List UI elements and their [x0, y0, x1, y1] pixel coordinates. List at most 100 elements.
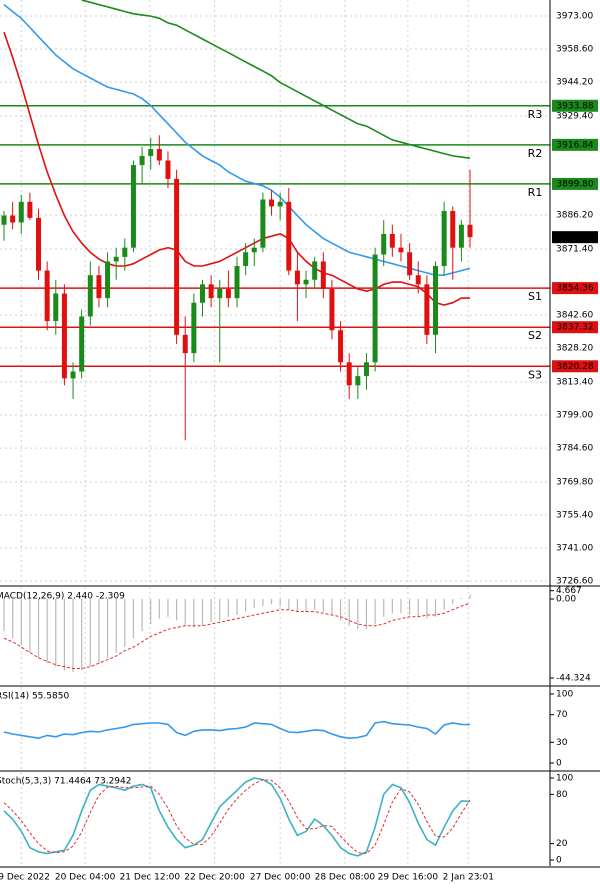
- candle-body: [18, 201, 24, 223]
- candle-body: [36, 217, 42, 271]
- y-tick-label: 3755.40: [556, 511, 593, 521]
- candle-body: [303, 279, 309, 285]
- candle-body: [346, 362, 352, 386]
- candle-body: [355, 376, 361, 386]
- candle-body: [165, 160, 171, 179]
- indicator-line: [3, 777, 471, 857]
- candle-body: [174, 178, 180, 335]
- candle-body: [389, 233, 395, 248]
- candle-body: [191, 302, 197, 354]
- candle-body: [251, 247, 257, 253]
- y-tick-label: 3929.40: [556, 112, 593, 122]
- level-name: S2: [528, 329, 542, 342]
- candle-body: [243, 252, 249, 267]
- y-tick-label: 0: [556, 856, 562, 866]
- candle-body: [61, 293, 67, 379]
- price-label-box: [552, 99, 598, 112]
- y-tick-label: 3741.00: [556, 544, 593, 554]
- y-tick-label: 70: [556, 710, 568, 720]
- candle-body: [458, 224, 464, 248]
- candle-body: [182, 334, 188, 354]
- candle-body: [450, 210, 456, 248]
- x-tick-label: 29 Dec 16:00: [378, 873, 439, 883]
- candle-body: [372, 254, 378, 363]
- candle-body: [53, 293, 59, 322]
- price-label: 3837.32: [556, 323, 593, 333]
- candle-body: [70, 371, 76, 379]
- candle-body: [312, 261, 318, 280]
- candle-body: [79, 316, 85, 372]
- indicator-line: [3, 779, 471, 855]
- price-label-box: [552, 138, 598, 151]
- candle-body: [234, 266, 240, 299]
- candle-body: [363, 362, 369, 377]
- x-tick-label: 22 Dec 20:00: [184, 873, 245, 883]
- candle-body: [286, 201, 292, 271]
- candle-body: [130, 165, 136, 248]
- candle-body: [27, 201, 33, 218]
- y-tick-label: 3813.40: [556, 378, 593, 388]
- y-tick-label: 3842.60: [556, 311, 593, 321]
- y-tick-label: 0: [556, 759, 562, 769]
- panel-title: RSI(14) 55.5850: [0, 692, 69, 702]
- y-tick-label: 3871.40: [556, 245, 593, 255]
- level-name: S3: [528, 368, 542, 381]
- y-tick-label: 100: [556, 689, 573, 699]
- candle-body: [415, 275, 421, 285]
- price-label-box: [552, 231, 598, 244]
- candle-body: [105, 261, 111, 299]
- candle-body: [433, 266, 438, 335]
- y-tick-label: 3799.00: [556, 411, 593, 421]
- y-tick-label: 30: [556, 738, 568, 748]
- candle-body: [424, 284, 430, 335]
- candle-body: [87, 275, 93, 317]
- candle-body: [217, 288, 223, 299]
- x-tick-label: 21 Dec 12:00: [120, 873, 181, 883]
- candle-body: [122, 247, 128, 257]
- y-tick-label: 3958.60: [556, 45, 593, 55]
- candle-body: [320, 261, 326, 289]
- panel-title: Stoch(5,3,3) 71.4464 73.2942: [0, 777, 131, 787]
- candle-body: [398, 247, 404, 253]
- price-label: 3876.58: [556, 233, 593, 243]
- price-label: 3820.28: [556, 362, 593, 372]
- candle-body: [407, 252, 413, 276]
- y-tick-label: -44.324: [556, 674, 591, 684]
- y-tick-label: 3973.00: [556, 12, 593, 22]
- price-label: 3933.88: [556, 101, 593, 111]
- level-name: R1: [528, 186, 543, 199]
- y-tick-label: 20: [556, 839, 568, 849]
- candle-body: [199, 284, 205, 303]
- price-label-box: [552, 360, 598, 373]
- y-tick-label: 4.667: [556, 586, 582, 596]
- y-tick-label: 80: [556, 790, 568, 800]
- candle-body: [277, 201, 283, 207]
- y-tick-label: 3784.60: [556, 444, 593, 454]
- y-tick-label: 3769.80: [556, 478, 593, 488]
- price-label-box: [552, 282, 598, 295]
- price-label-box: [552, 177, 598, 190]
- candle-body: [1, 215, 7, 225]
- y-tick-label: 3886.20: [556, 211, 593, 221]
- candle-body: [113, 256, 119, 262]
- candle-body: [10, 215, 16, 223]
- candle-body: [294, 270, 300, 285]
- price-label: 3854.36: [556, 284, 593, 294]
- y-tick-label: 3944.20: [556, 78, 593, 88]
- indicator-line: [3, 31, 470, 306]
- y-tick-label: 0.00: [556, 594, 576, 604]
- candle-body: [381, 233, 387, 255]
- price-label: 3899.80: [556, 179, 593, 189]
- candle-body: [269, 199, 275, 207]
- y-tick-label: 100: [556, 773, 573, 783]
- candle-body: [156, 149, 162, 161]
- indicator-line: [81, 0, 471, 159]
- candle-body: [96, 275, 102, 299]
- price-label: 3916.84: [556, 140, 593, 150]
- indicator-line: [3, 3, 471, 276]
- candle-body: [148, 149, 154, 156]
- indicator-line: [3, 720, 471, 740]
- candle-body: [467, 224, 473, 238]
- y-tick-label: 3726.60: [556, 577, 593, 587]
